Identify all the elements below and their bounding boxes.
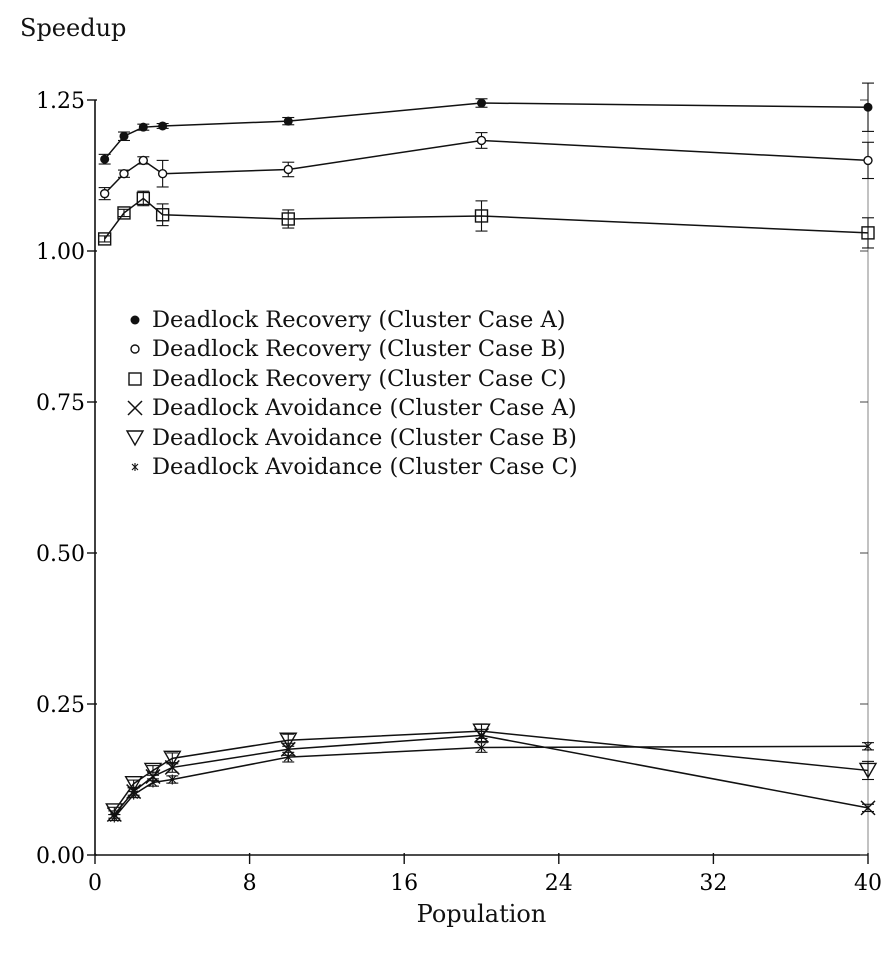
series-line bbox=[104, 197, 869, 240]
x-tick-label: 16 bbox=[390, 871, 418, 896]
point bbox=[158, 121, 168, 131]
point bbox=[155, 208, 170, 222]
legend-label: Deadlock Avoidance (Cluster Case B) bbox=[152, 424, 577, 451]
legend-item-avoidance-b: Deadlock Avoidance (Cluster Case B) bbox=[118, 423, 578, 453]
point bbox=[143, 762, 163, 779]
x-mark-icon bbox=[118, 396, 152, 420]
point bbox=[99, 188, 110, 199]
point bbox=[472, 723, 491, 740]
point bbox=[148, 777, 158, 788]
point bbox=[474, 209, 489, 223]
x-tick-label: 0 bbox=[88, 871, 102, 896]
point bbox=[283, 164, 293, 175]
legend-label: Deadlock Recovery (Cluster Case B) bbox=[152, 336, 566, 363]
legend: Deadlock Recovery (Cluster Case A) Deadl… bbox=[118, 305, 578, 482]
y-tick-label: 1.00 bbox=[36, 240, 85, 265]
triangle-down-icon bbox=[118, 426, 152, 450]
legend-label: Deadlock Avoidance (Cluster Case A) bbox=[152, 395, 577, 422]
legend-label: Deadlock Recovery (Cluster Case C) bbox=[152, 365, 567, 392]
point bbox=[476, 135, 487, 146]
point bbox=[97, 232, 112, 246]
y-tick-label: 1.25 bbox=[36, 89, 85, 114]
legend-item-recovery-c: Deadlock Recovery (Cluster Case C) bbox=[118, 364, 578, 394]
series-line bbox=[113, 745, 869, 819]
filled-circle-icon bbox=[118, 308, 152, 332]
x-tick-label: 32 bbox=[699, 871, 727, 896]
point bbox=[863, 155, 873, 166]
point bbox=[164, 759, 180, 775]
legend-item-avoidance-a: Deadlock Avoidance (Cluster Case A) bbox=[118, 394, 578, 424]
legend-label: Deadlock Recovery (Cluster Case A) bbox=[152, 306, 566, 333]
y-tick-label: 0.25 bbox=[36, 693, 85, 718]
series-6 bbox=[108, 741, 874, 823]
point bbox=[119, 131, 129, 141]
point bbox=[136, 191, 151, 206]
x-axis-title: Population bbox=[416, 900, 547, 928]
point bbox=[477, 742, 486, 753]
asterisk-icon bbox=[118, 455, 152, 479]
point bbox=[163, 750, 182, 767]
point bbox=[283, 116, 293, 126]
point bbox=[477, 98, 486, 108]
point bbox=[863, 102, 873, 112]
point bbox=[279, 732, 298, 749]
series-line bbox=[104, 102, 869, 160]
point bbox=[124, 776, 143, 793]
series-5 bbox=[105, 723, 878, 820]
series-2 bbox=[98, 132, 874, 201]
point bbox=[105, 803, 124, 820]
series-4 bbox=[106, 727, 876, 823]
y-axis-title: Speedup bbox=[20, 14, 127, 42]
point bbox=[138, 122, 148, 132]
open-circle-icon bbox=[118, 337, 152, 361]
x-tick-label: 40 bbox=[854, 871, 882, 896]
point bbox=[863, 741, 873, 752]
y-tick-label: 0.50 bbox=[36, 542, 85, 567]
point bbox=[109, 812, 119, 823]
open-square-icon bbox=[118, 367, 152, 391]
series-layer bbox=[97, 82, 878, 823]
point bbox=[283, 752, 293, 763]
series-1 bbox=[98, 82, 874, 165]
y-tick-label: 0.00 bbox=[36, 844, 85, 869]
point bbox=[861, 226, 875, 240]
legend-item-avoidance-c: Deadlock Avoidance (Cluster Case C) bbox=[118, 453, 578, 483]
x-tick-label: 24 bbox=[545, 871, 573, 896]
y-tick-label: 0.75 bbox=[36, 391, 85, 416]
series-3 bbox=[97, 190, 875, 249]
point bbox=[858, 762, 878, 779]
point bbox=[860, 800, 876, 816]
point bbox=[129, 789, 139, 800]
legend-label: Deadlock Avoidance (Cluster Case C) bbox=[152, 454, 578, 481]
point bbox=[157, 168, 168, 179]
point bbox=[138, 155, 149, 166]
point bbox=[100, 154, 110, 164]
point bbox=[167, 774, 177, 785]
point bbox=[117, 206, 131, 220]
point bbox=[119, 168, 129, 179]
point bbox=[281, 212, 295, 226]
x-tick-label: 8 bbox=[243, 871, 257, 896]
axes: 0.00 0.25 0.50 0.75 1.00 1.25 0 8 16 24 32 40 bbox=[36, 88, 882, 896]
point bbox=[280, 741, 296, 757]
legend-item-recovery-b: Deadlock Recovery (Cluster Case B) bbox=[118, 335, 578, 365]
legend-item-recovery-a: Deadlock Recovery (Cluster Case A) bbox=[118, 305, 578, 335]
series-line bbox=[113, 730, 869, 812]
